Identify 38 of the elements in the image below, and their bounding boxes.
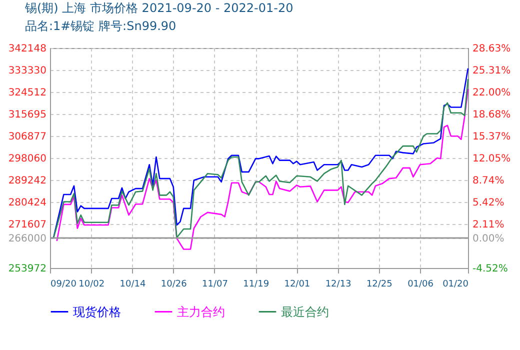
x-tick-label: 12/13 [325,280,352,290]
x-tick-label: 10/02 [78,280,105,290]
x-tick-label: 09/20 [50,280,77,290]
x-tick-label: 01/20 [442,280,469,290]
y-tick-label: 253972 [8,264,46,274]
x-tick-label: 10/26 [160,280,188,290]
y-tick-label: 315695 [8,110,46,120]
y-tick-label: 333330 [8,66,46,76]
y2-tick-label: 15.37% [472,132,511,142]
y-tick-label: 324512 [8,88,46,98]
y-tick-label: 266000 [8,233,46,244]
y-tick-label: 306877 [8,132,46,142]
y2-tick-label: -4.52% [472,264,508,274]
x-tick-label: 11/19 [243,280,270,290]
x-tick-label: 11/07 [202,280,228,290]
legend-label: 主力合约 [177,304,225,319]
x-tick-label: 12/25 [366,280,392,290]
y-tick-label: 289242 [8,176,46,186]
y2-tick-label: 8.74% [472,176,504,186]
y-tick-label: 298060 [8,154,46,164]
y2-tick-label: 28.63% [472,44,511,54]
legend-label: 最近合约 [281,304,329,319]
chart-title: 锡(期) 上海 市场价格 2021-09-20 - 2022-01-20 [24,1,294,15]
y2-tick-label: 2.11% [472,220,504,230]
y2-tick-label: 12.05% [472,154,511,165]
chart-subtitle: 品名:1#锡锭 牌号:Sn99.90 [25,19,176,33]
y2-tick-label: 25.31% [472,66,511,77]
y-tick-label: 271607 [8,220,46,230]
y-tick-label: 280424 [8,198,46,208]
legend-label: 现货价格 [73,304,121,319]
y2-tick-label: 22.00% [472,88,511,98]
y2-tick-label: 0.00% [472,234,504,245]
x-tick-label: 10/14 [120,280,146,290]
x-tick-label: 12/01 [284,280,310,290]
x-tick-label: 01/06 [408,280,434,290]
y2-tick-label: 5.42% [472,198,504,209]
y2-tick-label: 18.68% [472,110,511,121]
y-tick-label: 342148 [8,44,46,54]
